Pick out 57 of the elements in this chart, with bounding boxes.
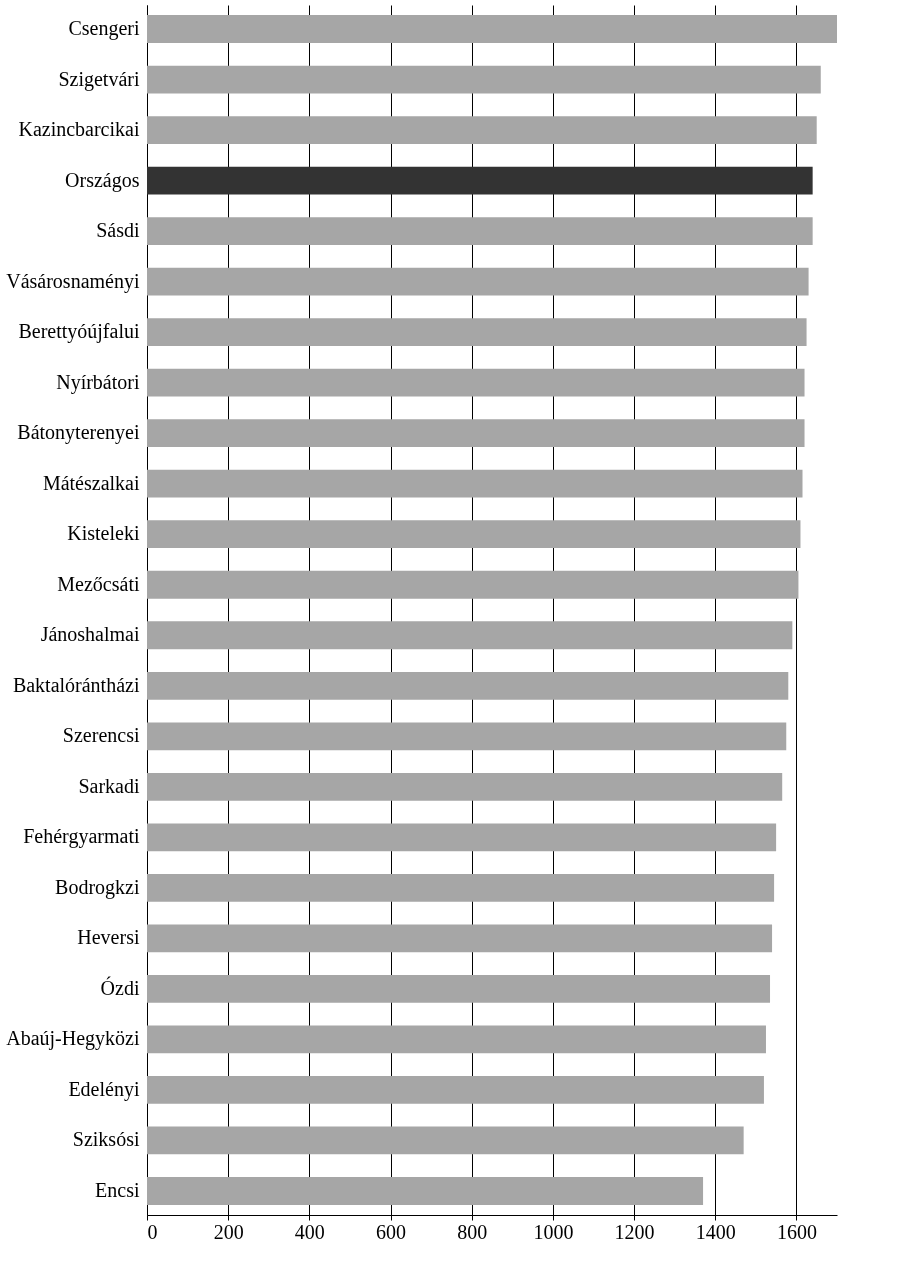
y-tick-label: Heversi [77, 926, 140, 949]
y-tick-label: Országos [65, 168, 140, 192]
y-tick-label: Sziksósi [72, 1128, 140, 1151]
bar [147, 368, 805, 397]
x-tick-label: 800 [457, 1220, 488, 1243]
y-tick-label: Abaúj-Hegyközi [6, 1027, 140, 1051]
bar [147, 873, 775, 902]
x-tick-label: 1400 [695, 1220, 736, 1243]
bar [147, 116, 817, 144]
y-tick-label: Bodrogkzi [55, 875, 140, 899]
bar [147, 469, 803, 498]
y-tick-label: Sarkadi [78, 774, 140, 797]
y-tick-label: Nyírbátori [56, 370, 140, 394]
bar [147, 1177, 704, 1205]
x-tick-label: 600 [376, 1220, 407, 1243]
y-tick-label: Jánoshalmai [40, 623, 140, 646]
bar [147, 65, 821, 94]
y-tick-label: Encsi [95, 1179, 140, 1201]
bar [147, 570, 799, 599]
bar [147, 621, 793, 650]
bar [147, 15, 837, 43]
y-tick-label: Fehérgyarmati [23, 825, 140, 849]
y-tick-label: Mátészalkai [42, 471, 140, 494]
bar [147, 772, 783, 801]
y-tick-label: Csengeri [68, 17, 140, 40]
x-tick-label: 1000 [533, 1220, 574, 1243]
x-tick-label: 200 [213, 1220, 244, 1243]
y-tick-label: Bátonyterenyei [17, 421, 140, 445]
bar [147, 318, 807, 347]
bar [147, 722, 787, 751]
y-tick-label: Mezőcsáti [57, 572, 140, 595]
bar [147, 419, 805, 448]
bar [147, 520, 801, 549]
bar [147, 924, 773, 953]
y-tick-label: Szerencsi [62, 724, 140, 747]
bar [147, 1126, 744, 1155]
x-tick-label: 0 [147, 1220, 158, 1243]
y-tick-label: Berettyóújfalui [18, 320, 140, 344]
y-tick-label: Kazincbarcikai [18, 118, 140, 141]
y-tick-label: Kisteleki [67, 522, 140, 545]
x-tick-label: 1600 [776, 1220, 817, 1243]
y-tick-label: Baktalórántházi [12, 673, 140, 696]
y-tick-label: Ózdi [100, 975, 140, 999]
bar [147, 1025, 766, 1054]
x-tick-label: 1200 [614, 1220, 655, 1243]
y-tick-label: Vásárosnaményi [6, 269, 140, 293]
bar [147, 671, 789, 700]
bar [147, 975, 771, 1003]
bar [147, 267, 809, 296]
x-tick-label: 400 [294, 1220, 325, 1243]
bar [147, 1076, 764, 1104]
y-tick-label: Sásdi [96, 219, 140, 242]
y-tick-label: Szigetvári [58, 67, 140, 91]
bar [147, 166, 813, 195]
bar [147, 823, 777, 852]
bar [147, 217, 813, 245]
y-tick-label: Edelényi [68, 1077, 140, 1101]
